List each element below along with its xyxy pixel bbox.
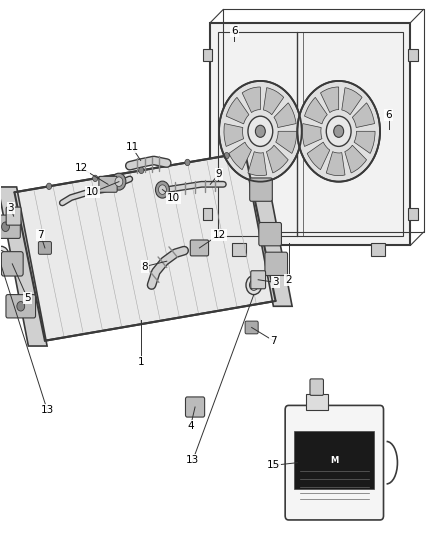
Circle shape [246,276,261,295]
Bar [218,32,403,236]
Circle shape [248,116,273,147]
Circle shape [224,152,229,159]
FancyBboxPatch shape [245,321,258,334]
Text: M: M [330,456,339,465]
Text: 6: 6 [385,110,392,120]
Bar [210,22,410,245]
FancyBboxPatch shape [0,215,20,238]
Wedge shape [342,87,362,115]
Wedge shape [326,152,345,175]
Bar [232,243,246,256]
Text: 7: 7 [270,336,277,346]
Circle shape [0,251,6,261]
Circle shape [155,181,170,198]
FancyBboxPatch shape [250,178,272,201]
Circle shape [139,167,144,174]
Circle shape [334,125,344,138]
FancyBboxPatch shape [39,241,51,254]
Circle shape [0,246,9,265]
Circle shape [115,177,123,187]
Text: 6: 6 [231,26,237,36]
Bar [203,208,212,220]
Text: 12: 12 [75,164,88,173]
Text: 8: 8 [142,262,148,271]
Circle shape [92,175,98,182]
FancyBboxPatch shape [265,252,288,276]
FancyBboxPatch shape [190,240,208,256]
FancyBboxPatch shape [99,176,117,192]
Wedge shape [276,131,297,154]
Wedge shape [229,142,251,169]
Wedge shape [266,145,288,173]
Wedge shape [345,145,367,173]
Polygon shape [14,152,276,341]
Wedge shape [304,98,327,124]
Wedge shape [263,87,284,115]
Circle shape [112,173,126,190]
Circle shape [17,302,25,311]
Text: 4: 4 [187,421,194,431]
Circle shape [326,116,351,147]
Text: 10: 10 [86,187,99,197]
Circle shape [46,183,52,190]
Text: 5: 5 [24,293,31,303]
Wedge shape [321,87,339,112]
Bar [294,431,374,489]
FancyBboxPatch shape [185,397,205,417]
Wedge shape [307,142,330,169]
Circle shape [159,185,166,195]
Polygon shape [0,187,47,346]
Circle shape [297,81,380,182]
Text: 3: 3 [7,203,14,213]
Wedge shape [354,131,375,154]
Wedge shape [302,124,322,147]
Circle shape [255,125,265,138]
FancyBboxPatch shape [1,252,23,276]
Text: 2: 2 [285,274,292,285]
Text: 1: 1 [138,357,144,367]
Polygon shape [243,147,292,306]
Wedge shape [352,103,374,127]
Wedge shape [224,124,244,147]
FancyBboxPatch shape [6,295,35,318]
Wedge shape [274,103,296,127]
FancyBboxPatch shape [259,222,282,246]
Wedge shape [242,87,260,112]
Text: 13: 13 [186,455,200,465]
Circle shape [250,280,258,290]
Wedge shape [248,152,267,175]
Text: 13: 13 [40,405,54,415]
FancyBboxPatch shape [6,207,21,225]
Text: 15: 15 [267,461,280,470]
Text: 10: 10 [167,192,180,203]
Text: 3: 3 [272,277,279,287]
Wedge shape [226,98,249,124]
Bar [306,394,328,410]
FancyBboxPatch shape [251,271,265,289]
Bar [408,208,418,220]
Text: 7: 7 [37,230,44,240]
Text: 9: 9 [215,169,223,179]
Bar [371,243,385,256]
Circle shape [185,159,190,166]
FancyBboxPatch shape [285,406,384,520]
Text: 11: 11 [125,142,138,152]
FancyBboxPatch shape [310,379,323,395]
Bar [408,49,418,61]
Text: 12: 12 [212,230,226,240]
Circle shape [219,81,302,182]
Bar [203,49,212,61]
Circle shape [2,222,10,231]
